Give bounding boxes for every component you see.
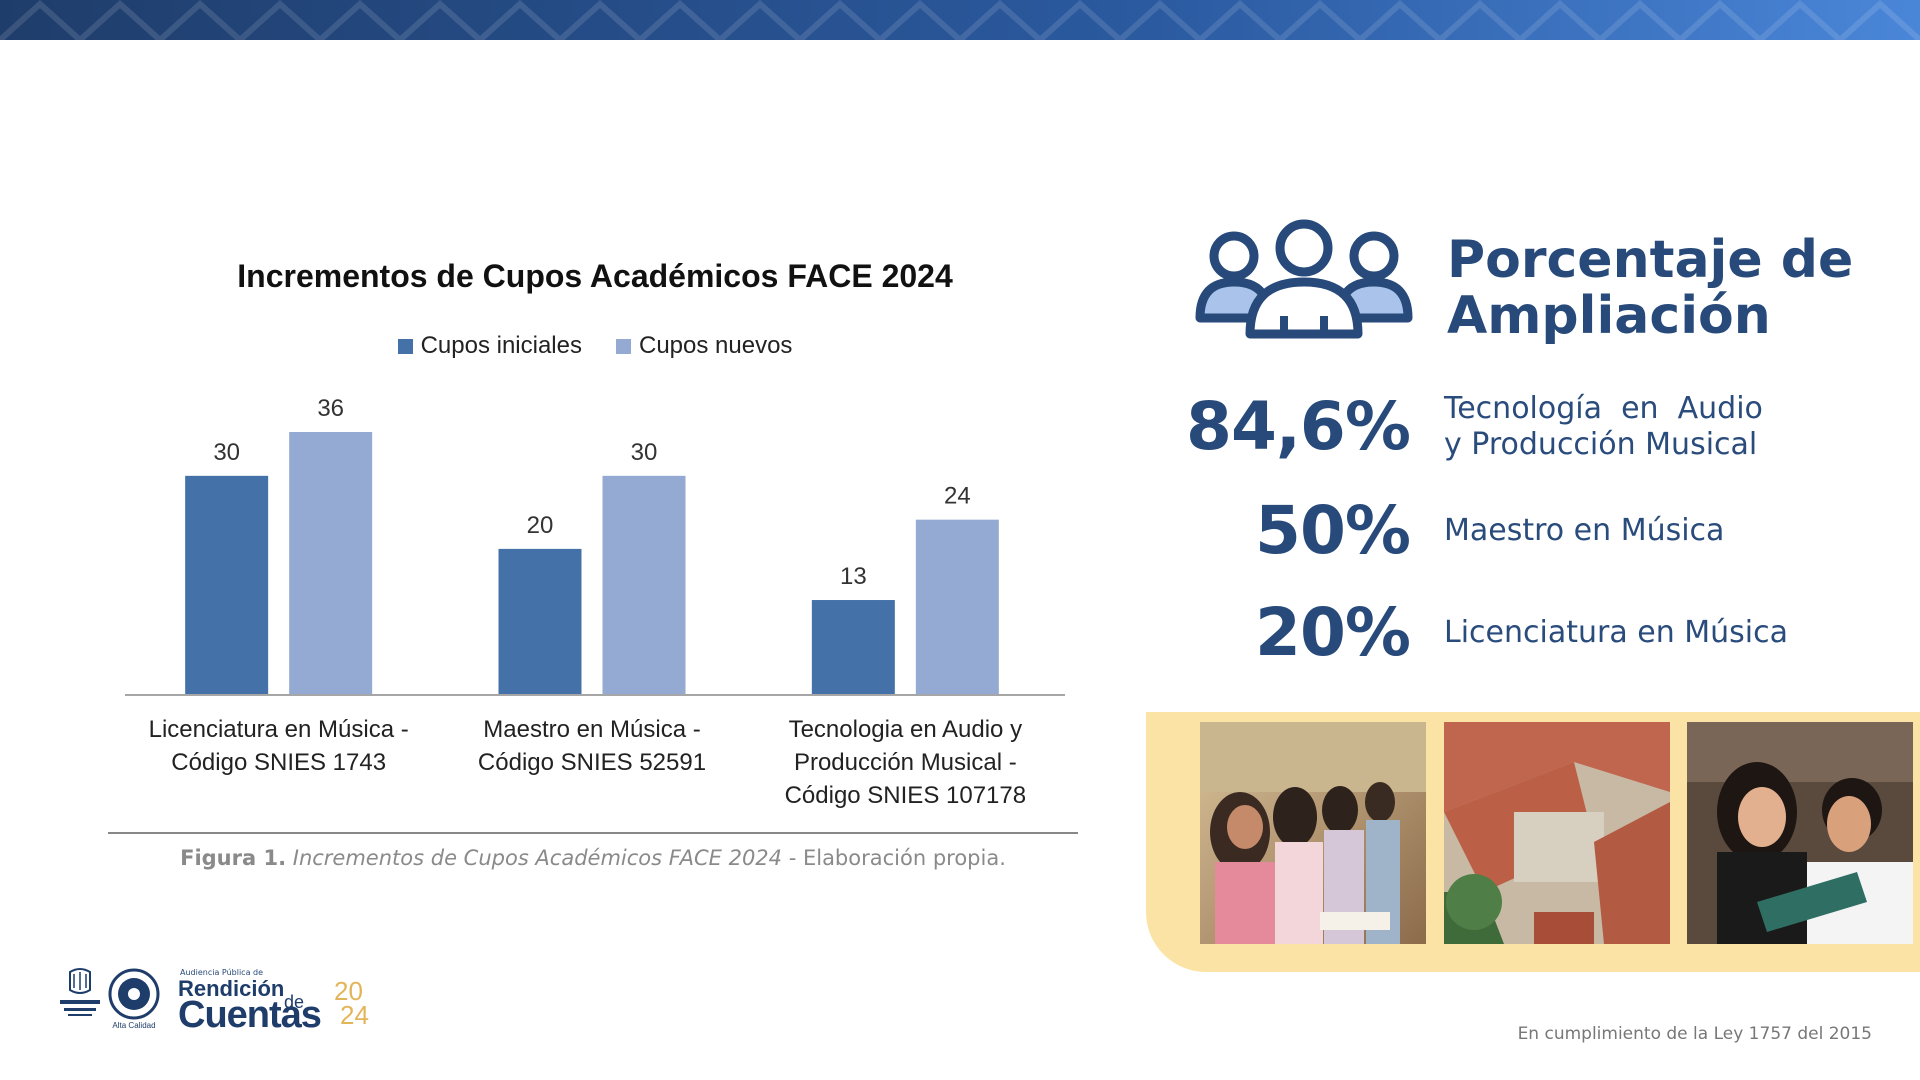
acreditacion-logo-icon: Alta Calidad: [108, 968, 160, 1030]
rendicion-small-label: Audiencia Pública de: [180, 968, 264, 977]
legend-item-new: Cupos nuevos: [615, 332, 793, 360]
year-top: 20: [334, 976, 363, 1006]
bar-initial-0: [185, 475, 269, 695]
banner-pattern: [0, 0, 1920, 40]
stat-row-licenciatura: 20% Licenciatura en Música: [1180, 594, 1900, 671]
photo-building-rooftops: [1444, 722, 1670, 944]
category-label-0-line-0: Licenciatura en Música -: [149, 716, 409, 743]
bar-chart: 30 36 Licenciatura en Música - Código SNIES…: [125, 395, 1065, 809]
legend-item-initial: Cupos iniciales: [397, 332, 582, 360]
stat-label-audio-line-2: y Producción Musical: [1444, 426, 1758, 462]
bar-new-2: [915, 519, 999, 695]
stats-title-line-1: Porcentaje de: [1447, 230, 1854, 290]
photo-students-seated: [1200, 722, 1426, 944]
stats-title-line-2: Ampliación: [1447, 286, 1771, 346]
data-label-new-2: 24: [944, 483, 971, 510]
law-note: En cumplimiento de la Ley 1757 del 2015: [1517, 1024, 1872, 1044]
chart-legend: Cupos iniciales Cupos nuevos: [100, 332, 1090, 360]
de-word: de: [284, 992, 305, 1012]
data-label-new-1: 30: [631, 439, 658, 466]
category-label-2-line-0: Tecnologia en Audio y: [789, 716, 1023, 743]
stat-value-maestro: 50%: [1255, 492, 1411, 569]
category-label-2-line-2: Código SNIES 107178: [785, 782, 1027, 809]
figure-rule: [108, 832, 1078, 834]
stats-title: Porcentaje de Ampliación: [1447, 232, 1853, 344]
bar-initial-2: [811, 600, 895, 695]
chart-section: 30 36 Licenciatura en Música - Código SNIES…: [100, 240, 1090, 880]
stat-row-maestro: 50% Maestro en Música: [1180, 492, 1900, 569]
stat-label-audio-line-1: Tecnología en Audio: [1444, 390, 1763, 426]
data-label-initial-2: 13: [840, 563, 867, 590]
data-label-initial-0: 30: [213, 439, 240, 466]
photo-students-reading: [1687, 722, 1913, 944]
bar-new-1: [602, 475, 686, 695]
conservatorio-logo-icon: [60, 968, 100, 1016]
category-label-1-line-1: Código SNIES 52591: [478, 749, 706, 776]
figure-caption: Figura 1. Incrementos de Cupos Académico…: [108, 846, 1078, 870]
caption-suffix: - Elaboración propia.: [782, 846, 1006, 870]
bar-new-0: [289, 432, 373, 695]
people-group-icon: [1195, 219, 1413, 339]
stat-value-audio: 84,6%: [1186, 388, 1411, 465]
category-label-0-line-1: Código SNIES 1743: [171, 749, 386, 776]
photo-panel: [1146, 712, 1920, 972]
stat-label-audio: Tecnología en Audio y Producción Musical: [1444, 391, 1763, 463]
alta-calidad-text: Alta Calidad: [112, 1021, 155, 1030]
legend-label-initial: Cupos iniciales: [420, 332, 582, 359]
caption-label: Figura 1.: [180, 846, 287, 870]
stat-row-audio: 84,6% Tecnología en Audio y Producción M…: [1180, 388, 1900, 465]
stat-label-licenciatura: Licenciatura en Música: [1444, 614, 1789, 650]
stat-label-maestro: Maestro en Música: [1444, 512, 1725, 548]
legend-swatch-new: [615, 338, 631, 354]
legend-swatch-initial: [397, 338, 413, 354]
cuentas-word: Cuentas: [178, 994, 322, 1036]
category-label-2-line-1: Producción Musical -: [794, 749, 1017, 776]
top-banner: [0, 0, 1920, 40]
institution-logos: Alta Calidad: [60, 968, 160, 1030]
bar-initial-1: [498, 548, 582, 695]
year-bottom: 24: [340, 1000, 369, 1030]
data-label-new-0: 36: [317, 395, 344, 422]
category-label-1-line-0: Maestro en Música -: [483, 716, 700, 743]
data-label-initial-1: 20: [527, 512, 554, 539]
chart-title: Incrementos de Cupos Académicos FACE 202…: [237, 258, 953, 294]
rendicion-word: Rendición: [178, 976, 285, 1001]
stat-value-licenciatura: 20%: [1255, 594, 1411, 671]
legend-label-new: Cupos nuevos: [638, 332, 793, 359]
caption-title: Incrementos de Cupos Académicos FACE 202…: [292, 846, 783, 870]
